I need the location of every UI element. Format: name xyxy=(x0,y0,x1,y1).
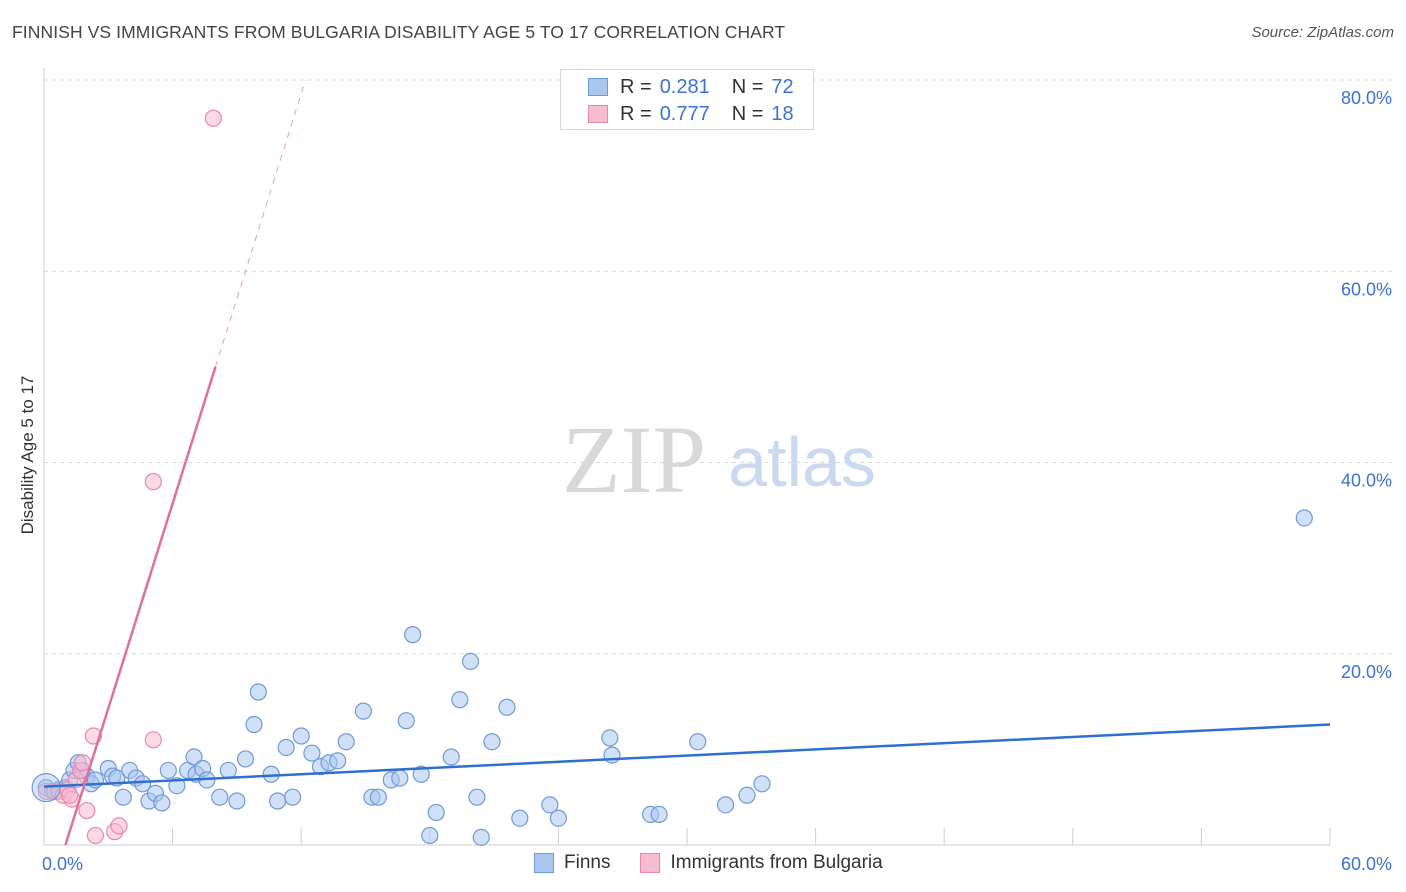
chart-title: FINNISH VS IMMIGRANTS FROM BULGARIA DISA… xyxy=(12,22,786,42)
legend-n-label: N = xyxy=(731,75,764,98)
finns-point xyxy=(472,828,490,846)
finns-point xyxy=(369,788,387,806)
source-label: Source: ZipAtlas.com xyxy=(1251,24,1394,41)
finns-point xyxy=(292,727,310,745)
finns-point xyxy=(153,794,171,812)
legend-r-label: R = xyxy=(620,102,652,125)
finns-point xyxy=(442,748,460,766)
finns-point xyxy=(468,788,486,806)
finns-point xyxy=(329,752,347,770)
finns-point xyxy=(451,691,469,709)
legend-r-value: 0.281 xyxy=(659,75,710,98)
finns-point xyxy=(114,788,132,806)
bulgaria-point xyxy=(204,109,222,127)
finns-point xyxy=(211,788,229,806)
watermark: ZIP atlas xyxy=(562,406,876,513)
finns-point xyxy=(461,652,480,671)
finns-point xyxy=(498,698,516,716)
finns-point xyxy=(159,761,177,780)
finns-point xyxy=(753,775,771,793)
bulgaria-point xyxy=(78,801,96,820)
correlation-legend: R = 0.281 N = 72 R = 0.777 N = 18 xyxy=(560,69,814,130)
legend-row-bulgaria: R = 0.777 N = 18 xyxy=(588,102,835,126)
finns-point xyxy=(236,750,255,768)
finns-point xyxy=(284,788,302,806)
bulgaria-trend-line xyxy=(64,366,217,846)
series-swatch-finns xyxy=(534,853,554,873)
finns-point xyxy=(277,738,295,757)
trend-layer xyxy=(43,79,1331,846)
bulgaria-point xyxy=(144,731,162,749)
bulgaria-point xyxy=(61,786,79,804)
series-label-finns: Finns xyxy=(564,852,611,873)
bulgaria-point xyxy=(110,817,128,835)
legend-swatch-bulgaria xyxy=(588,105,608,123)
tick-label-layer: 20.0% 40.0% 60.0% 80.0% 0.0% 60.0% xyxy=(42,88,1392,874)
finns-point xyxy=(133,775,152,793)
y-tick-label: 60.0% xyxy=(1341,279,1392,299)
finns-point xyxy=(421,826,439,845)
y-tick-label: 40.0% xyxy=(1341,471,1392,491)
finns-point xyxy=(391,769,409,787)
finns-point xyxy=(511,809,529,827)
x-tick-label: 60.0% xyxy=(1341,854,1392,874)
watermark-zip: ZIP xyxy=(562,406,706,513)
finns-point xyxy=(689,733,707,751)
finns-trend-line xyxy=(43,723,1331,788)
finns-point xyxy=(601,729,619,747)
finns-point xyxy=(185,748,203,766)
finns-point xyxy=(650,805,668,824)
y-axis-title: Disability Age 5 to 17 xyxy=(18,375,37,535)
finns-point xyxy=(397,712,415,730)
series-label-bulgaria: Immigrants from Bulgaria xyxy=(670,852,883,873)
finns-point xyxy=(269,792,287,810)
y-tick-label: 80.0% xyxy=(1341,88,1392,108)
finns-point xyxy=(412,765,430,783)
x-tick-label: 0.0% xyxy=(42,854,83,874)
legend-n-label: N = xyxy=(731,102,764,125)
finns-point xyxy=(219,761,237,780)
finns-point xyxy=(228,792,246,810)
finns-point xyxy=(303,744,321,762)
series-swatch-bulgaria xyxy=(640,853,661,873)
series-legend-bulgaria: Immigrants from Bulgaria xyxy=(640,852,883,874)
y-tick-label: 20.0% xyxy=(1341,662,1392,682)
legend-n-value: 72 xyxy=(771,75,794,98)
finns-point xyxy=(354,702,372,720)
watermark-atlas: atlas xyxy=(728,423,876,501)
series-legend-finns: Finns xyxy=(534,852,610,874)
legend-r-label: R = xyxy=(620,75,652,98)
legend-row-finns: R = 0.281 N = 72 xyxy=(588,75,835,99)
finns-point xyxy=(249,683,267,701)
finns-point xyxy=(716,796,735,814)
finns-point xyxy=(404,626,422,644)
finns-point xyxy=(549,809,568,827)
series-legend: Finns Immigrants from Bulgaria xyxy=(534,852,913,874)
finns-point xyxy=(427,803,445,822)
bulgaria-trend-extension xyxy=(214,79,306,368)
finns-point xyxy=(245,715,263,734)
finns-point xyxy=(541,796,559,814)
points-layer xyxy=(31,109,1313,846)
bulgaria-point xyxy=(144,473,162,491)
finns-point xyxy=(168,777,186,795)
legend-r-value: 0.777 xyxy=(659,102,710,125)
grid-layer xyxy=(44,79,1392,655)
bulgaria-point xyxy=(86,826,105,845)
legend-n-value: 18 xyxy=(771,102,794,125)
finns-point xyxy=(337,733,355,751)
finns-point xyxy=(483,733,501,751)
finns-point xyxy=(1295,509,1313,527)
finns-point xyxy=(738,786,756,804)
legend-swatch-finns xyxy=(588,78,608,96)
